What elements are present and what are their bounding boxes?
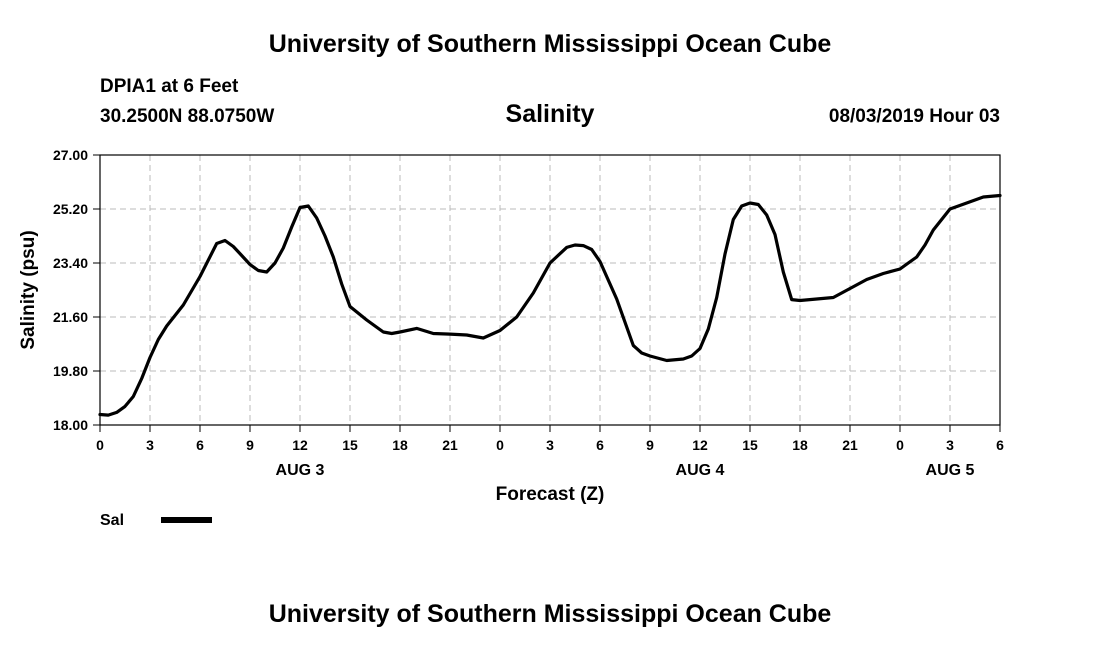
x-tick-label: 21 [842, 437, 858, 453]
x-tick-label: 18 [792, 437, 808, 453]
axis-tick-labels: 18.00 19.80 21.60 23.40 25.20 27.00 0 3 6 9 12 15 18… [53, 147, 1004, 453]
x-tick-label: 6 [596, 437, 604, 453]
x-tick-label: 0 [896, 437, 904, 453]
day-label: AUG 3 [276, 462, 325, 479]
station-label: DPIA1 at 6 Feet [100, 76, 239, 97]
x-axis-title: Forecast (Z) [496, 484, 605, 505]
x-tick-label: 12 [292, 437, 308, 453]
y-tick-label: 18.00 [53, 417, 88, 433]
x-tick-label: 0 [96, 437, 104, 453]
series-line-sal [98, 193, 1002, 417]
y-tick-label: 23.40 [53, 255, 88, 271]
x-tick-label: 9 [246, 437, 254, 453]
x-tick-label: 9 [646, 437, 654, 453]
x-tick-label: 12 [692, 437, 708, 453]
x-tick-label: 3 [946, 437, 954, 453]
x-tick-label: 6 [996, 437, 1004, 453]
datetime-label: 08/03/2019 Hour 03 [828, 106, 1000, 127]
axis-ticks [93, 154, 1001, 432]
x-tick-label: 15 [342, 437, 358, 453]
chart-title-bottom: University of Southern Mississippi Ocean… [268, 600, 832, 628]
x-tick-label: 21 [442, 437, 458, 453]
chart-title-top: University of Southern Mississippi Ocean… [268, 30, 832, 58]
legend-label: Sal [100, 512, 124, 529]
x-tick-label: 3 [546, 437, 554, 453]
x-tick-label: 6 [196, 437, 204, 453]
x-tick-label: 0 [496, 437, 504, 453]
x-tick-label: 3 [146, 437, 154, 453]
y-axis-title: Salinity (psu) [18, 230, 39, 349]
day-label: AUG 4 [676, 462, 725, 479]
location-label: 30.2500N 88.0750W [100, 106, 275, 127]
y-tick-label: 27.00 [53, 147, 88, 163]
day-labels: AUG 3 AUG 4 AUG 5 [276, 462, 975, 479]
y-tick-label: 19.80 [53, 363, 88, 379]
x-tick-label: 15 [742, 437, 758, 453]
y-tick-label: 21.60 [53, 309, 88, 325]
x-tick-label: 18 [392, 437, 408, 453]
variable-title: Salinity [505, 100, 595, 128]
grid [100, 155, 1000, 425]
y-tick-label: 25.20 [53, 201, 88, 217]
day-label: AUG 5 [926, 462, 975, 479]
